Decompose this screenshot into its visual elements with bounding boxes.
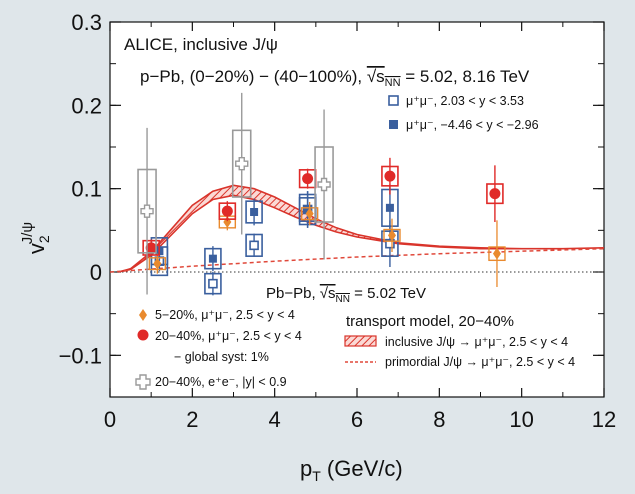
legend-transport-title: transport model, 20−40% [346,313,514,330]
legend-marker-open-square [388,95,399,106]
x-axis-title-sub: T [312,468,321,484]
marker-open-cross [140,204,154,218]
annotation-ppb-pre: p−Pb, (0−20%) − (40−100%), [140,67,367,86]
legend-label-bwd: μ⁺μ⁻, −4.46 < y < −2.96 [406,118,539,132]
marker-filled-circle [221,205,233,217]
annotation-pbpb: Pb−Pb, √sNN = 5.02 TeV [266,285,426,305]
marker-filled-square [385,203,394,212]
marker-diamond [153,257,162,270]
legend-marker-hatched [344,335,377,347]
legend-label-inclusive: inclusive J/ψ → μ⁺μ⁻, 2.5 < y < 4 [385,335,568,349]
legend-label-ee: 20−40%, e⁺e⁻, |y| < 0.9 [155,375,287,389]
legend-pbpb: 5−20%, μ⁺μ⁻, 2.5 < y < 4 20−40%, μ⁺μ⁻, 2… [135,308,302,390]
marker-open-square [249,240,259,251]
y-tick-label: 0.2 [71,93,102,118]
x-ticks: 0 2 4 6 8 10 12 [104,22,616,432]
x-tick-label: 4 [269,407,281,432]
model-line-primordial [110,247,604,273]
x-tick-label: 8 [433,407,445,432]
y-tick-label: 0 [90,260,102,285]
y-axis-title-sub: 2 [36,235,52,243]
x-tick-label: 2 [186,407,198,432]
marker-diamond [387,229,396,242]
annotation-ppb-post: = 5.02, 8.16 TeV [401,67,530,86]
x-axis-title-unit: (GeV/c) [321,456,403,481]
legend-marker-cross [135,374,151,390]
legend-model: transport model, 20−40% inclusive J/ψ → … [344,313,575,369]
data-markers [137,92,506,296]
marker-open-square [208,278,218,289]
x-tick-label: 12 [592,407,616,432]
annotation-pbpb-sqrt: √s [320,285,336,302]
x-tick-label: 6 [351,407,363,432]
x-tick-label: 0 [104,407,116,432]
marker-filled-circle [384,170,396,182]
legend-label-primordial: primordial J/ψ → μ⁺μ⁻, 2.5 < y < 4 [385,355,575,369]
marker-filled-circle [145,242,157,254]
y-tick-label: −0.1 [59,343,102,368]
marker-diamond [492,247,501,260]
marker-filled-square [208,254,217,263]
marker-filled-square [250,208,259,216]
legend-marker-filled-square [389,120,398,129]
x-axis-title-main: p [300,456,312,481]
x-tick-label: 10 [509,407,533,432]
marker-open-square [385,238,395,249]
annotation-ppb: p−Pb, (0−20%) − (40−100%), √sNN = 5.02, … [140,67,530,89]
annotation-pbpb-sub: NN [336,294,350,305]
y-tick-label: 0.3 [71,10,102,35]
marker-open-cross [317,177,331,192]
legend-label-20-40: 20−40%, μ⁺μ⁻, 2.5 < y < 4 [155,329,302,343]
annotation-pbpb-pre: Pb−Pb, [266,285,320,302]
legend-label-fwd: μ⁺μ⁻, 2.03 < y < 3.53 [406,94,524,108]
annotation-ppb-sqrt: √s [367,67,385,86]
legend-marker-diamond [139,309,147,321]
annotation-pbpb-post: = 5.02 TeV [350,285,426,302]
marker-filled-circle [489,188,501,200]
y-axis-title-sup: J/ψ [19,222,36,244]
annotation-ppb-sub: NN [385,77,401,89]
legend-global-syst: − global syst: 1% [174,350,269,364]
legend-ppb: μ⁺μ⁻, 2.03 < y < 3.53 μ⁺μ⁻, −4.46 < y < … [388,94,539,132]
y-axis-title-main: v [24,243,49,254]
annotation-alice: ALICE, inclusive J/ψ [124,35,278,54]
legend-marker-circle [137,329,149,341]
y-axis-title: v2J/ψ [19,222,52,254]
marker-filled-square [303,205,312,214]
marker-filled-circle [302,173,314,185]
x-axis-title: pT (GeV/c) [300,456,403,484]
y-tick-label: 0.1 [71,177,102,202]
legend-label-5-20: 5−20%, μ⁺μ⁻, 2.5 < y < 4 [155,308,295,322]
marker-open-cross [235,156,249,171]
marker-diamond [305,207,314,220]
